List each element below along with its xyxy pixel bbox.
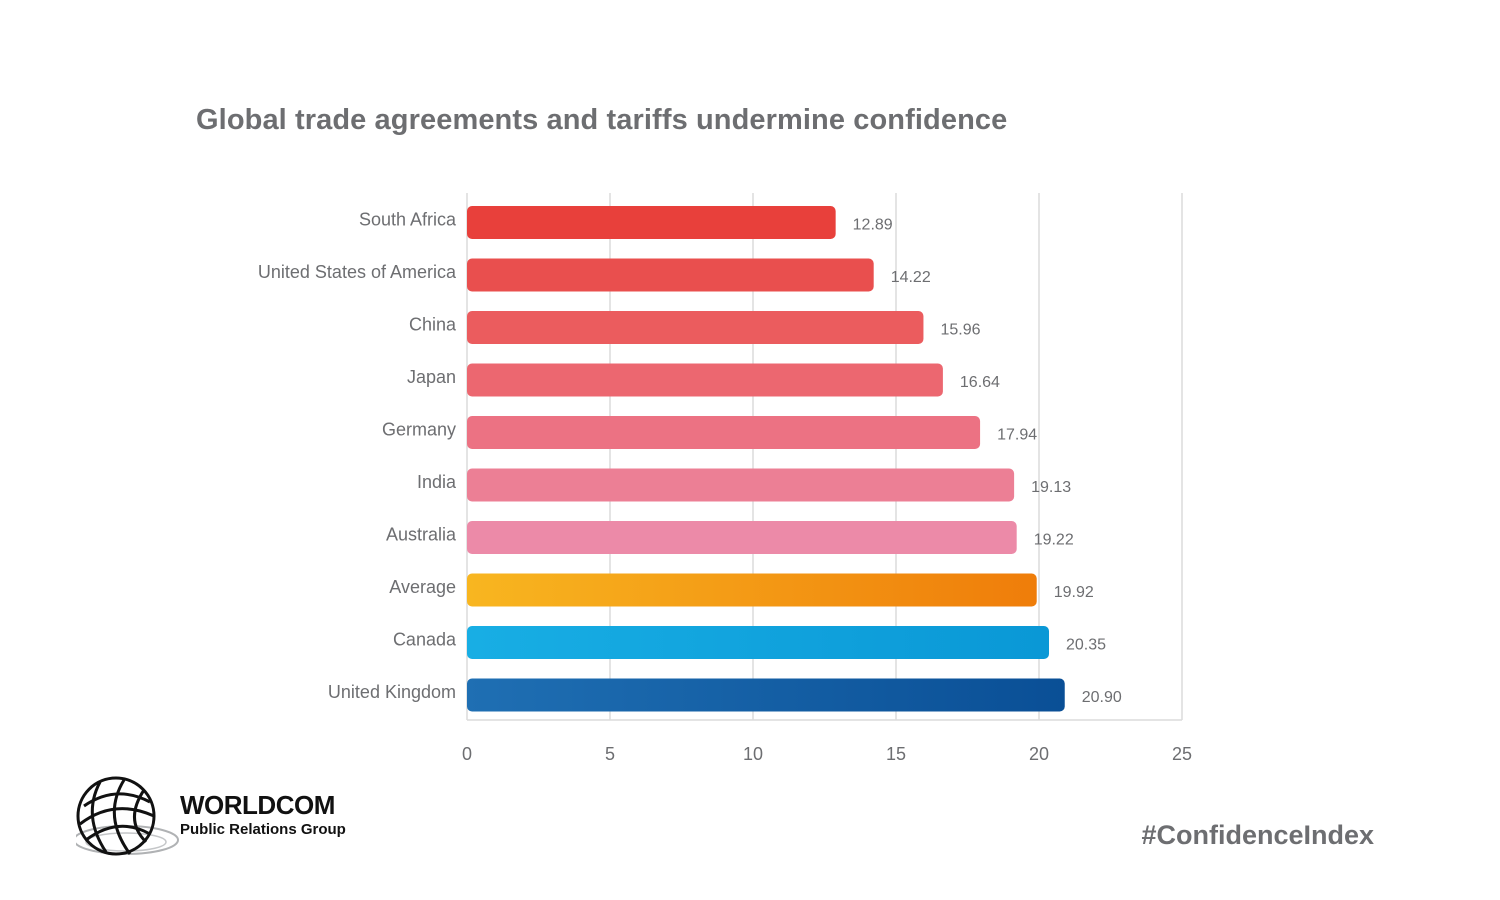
logo-name: WORLDCOM — [180, 790, 335, 820]
value-label: 17.94 — [997, 427, 1037, 444]
value-label: 14.22 — [891, 269, 931, 286]
value-label: 19.13 — [1031, 479, 1071, 496]
bar-united-states-of-america — [467, 258, 874, 292]
globe-icon — [76, 776, 179, 856]
category-label: Japan — [407, 367, 456, 387]
bar-average — [467, 573, 1037, 607]
bar-china — [467, 311, 924, 344]
x-tick-label: 25 — [1172, 744, 1192, 764]
category-label: India — [417, 472, 457, 492]
chart-title: Global trade agreements and tariffs unde… — [196, 104, 1008, 136]
category-label: Canada — [393, 630, 457, 650]
value-label: 16.64 — [960, 374, 1000, 391]
category-label: Germany — [382, 420, 456, 440]
value-label: 15.96 — [940, 322, 980, 339]
category-label: South Africa — [359, 210, 457, 230]
bar-united-kingdom — [467, 678, 1065, 712]
category-label: Australia — [386, 525, 457, 545]
x-tick-label: 10 — [743, 744, 763, 764]
value-label: 20.35 — [1066, 637, 1106, 654]
bar-canada — [467, 626, 1050, 659]
bar-australia — [467, 521, 1017, 554]
value-label: 19.92 — [1054, 584, 1094, 601]
bar-germany — [467, 416, 981, 449]
value-label: 12.89 — [853, 217, 893, 234]
category-label: China — [409, 315, 457, 335]
category-label: United States of America — [258, 262, 457, 282]
x-tick-label: 15 — [886, 744, 906, 764]
value-label: 20.90 — [1082, 689, 1122, 706]
worldcom-logo: WORLDCOM Public Relations Group — [76, 776, 366, 860]
x-tick-label: 5 — [605, 744, 615, 764]
category-label: Average — [389, 577, 456, 597]
x-tick-label: 0 — [462, 744, 472, 764]
x-tick-label: 20 — [1029, 744, 1049, 764]
hashtag: #ConfidenceIndex — [1141, 820, 1374, 850]
bars — [467, 206, 1065, 712]
bar-south-africa — [467, 206, 836, 239]
bar-india — [467, 468, 1015, 502]
category-label: United Kingdom — [328, 682, 456, 702]
bar-japan — [467, 363, 943, 397]
value-label: 19.22 — [1034, 532, 1074, 549]
labels: 0 5 10 15 20 25 South Africa 12.89 United States… — [258, 210, 1192, 765]
logo-subtitle: Public Relations Group — [180, 821, 346, 838]
